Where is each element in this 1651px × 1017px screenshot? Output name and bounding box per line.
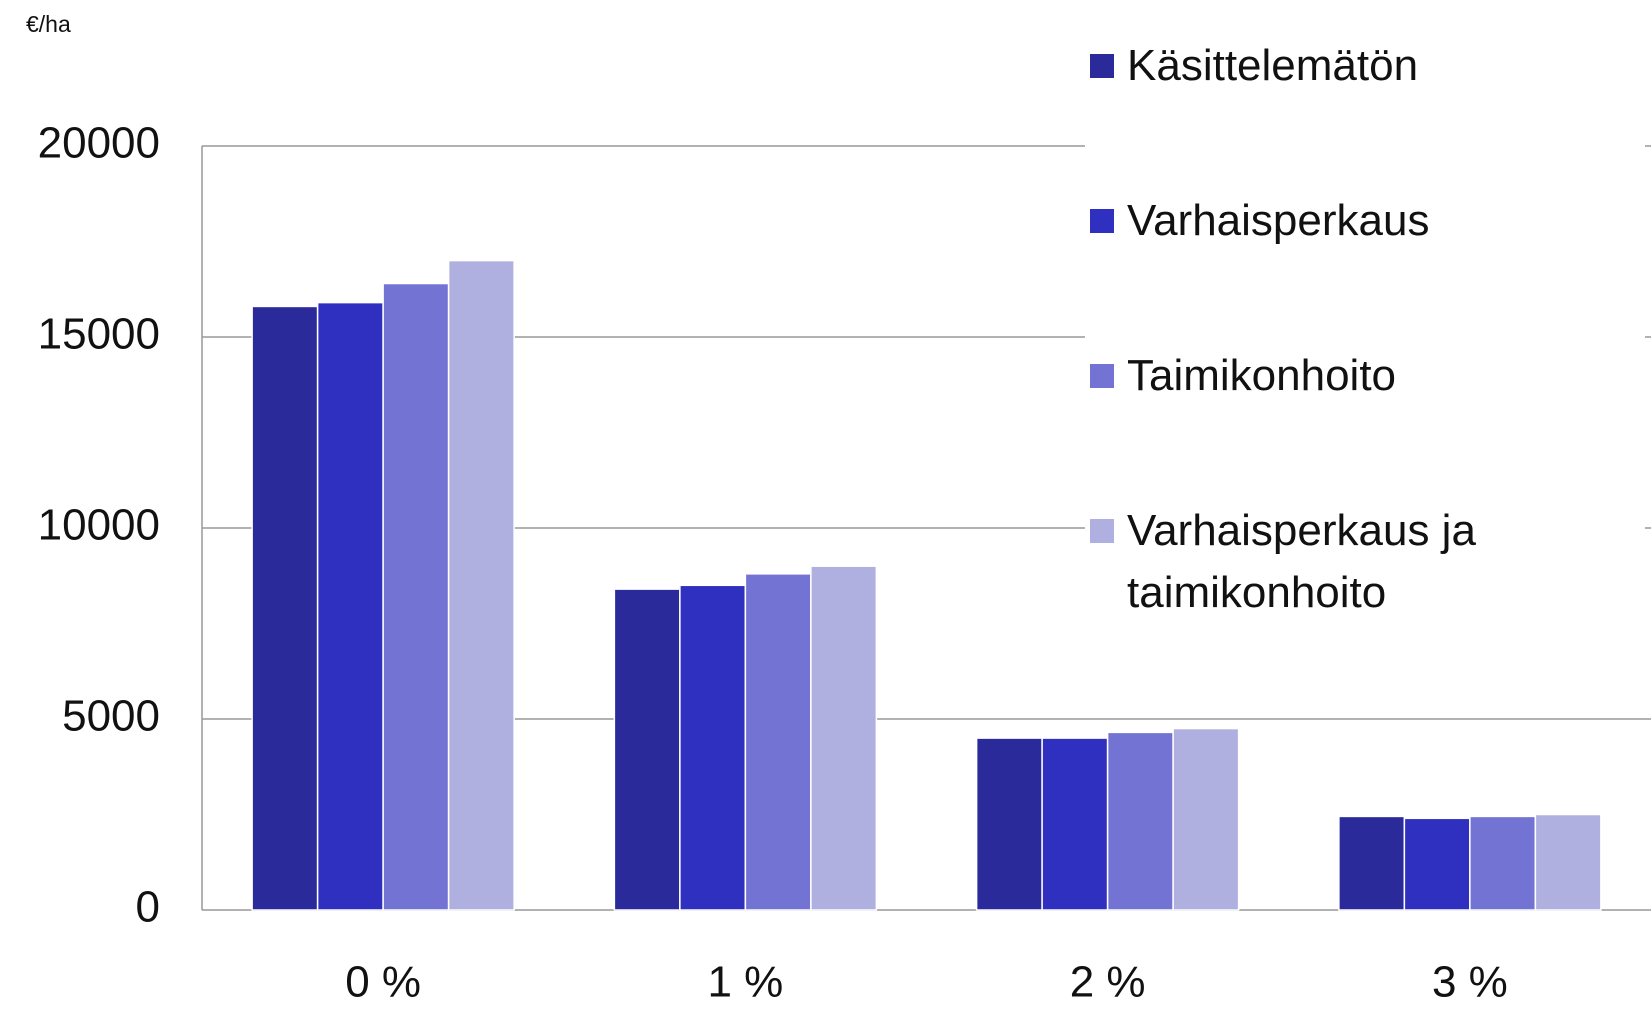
x-tick-label: 0 % [345, 958, 421, 1007]
bar [251, 305, 319, 911]
bar [382, 282, 450, 911]
y-tick-label: 20000 [38, 119, 160, 168]
legend-swatch [1090, 54, 1114, 78]
bar [447, 259, 515, 911]
bar [975, 737, 1043, 911]
legend-label: Varhaisperkaus [1127, 196, 1430, 245]
x-tick-label: 1 % [707, 958, 783, 1007]
bar [679, 584, 747, 911]
y-tick-label: 5000 [62, 692, 160, 741]
bar [1172, 727, 1240, 911]
bar [1338, 815, 1406, 911]
legend-label: Taimikonhoito [1127, 351, 1397, 400]
legend: Käsittelemätön Varhaisperkaus Taimikonhoit… [1085, 35, 1645, 675]
legend-label: Varhaisperkaus ja taimikonhoito [1127, 506, 1476, 617]
bar [810, 565, 878, 911]
bar [1106, 731, 1174, 911]
y-tick-label: 0 [136, 883, 160, 932]
x-tick-label: 2 % [1070, 958, 1146, 1007]
bar [316, 301, 384, 911]
bar [1041, 737, 1109, 911]
x-tick-label: 3 % [1432, 958, 1508, 1007]
bar [613, 588, 681, 911]
bar [744, 573, 812, 911]
bar [1469, 815, 1537, 911]
y-axis-label: €/ha [26, 11, 71, 37]
legend-swatch [1090, 519, 1114, 543]
legend-swatch [1090, 364, 1114, 388]
legend-label: Käsittelemätön [1127, 41, 1419, 90]
y-tick-label: 15000 [38, 310, 160, 359]
legend-swatch [1090, 209, 1114, 233]
y-tick-label: 10000 [38, 501, 160, 550]
bar [1534, 813, 1602, 911]
bar [1403, 817, 1471, 911]
